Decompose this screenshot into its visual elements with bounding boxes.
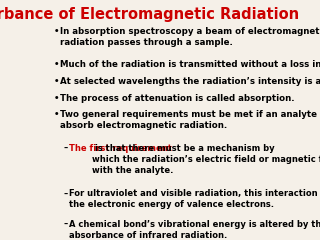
- Text: The process of attenuation is called absorption.: The process of attenuation is called abs…: [60, 94, 294, 102]
- Text: •: •: [54, 60, 59, 69]
- Text: –: –: [63, 220, 67, 229]
- Text: The first requirement: The first requirement: [69, 144, 172, 153]
- Text: At selected wavelengths the radiation’s intensity is attenuated.: At selected wavelengths the radiation’s …: [60, 77, 320, 86]
- Text: •: •: [54, 110, 59, 119]
- Text: Absorbance of Electromagnetic Radiation: Absorbance of Electromagnetic Radiation: [0, 7, 299, 23]
- Text: •: •: [54, 77, 59, 86]
- Text: •: •: [54, 27, 59, 36]
- Text: Two general requirements must be met if an analyte is to
absorb electromagnetic : Two general requirements must be met if …: [60, 110, 320, 130]
- Text: –: –: [63, 189, 67, 198]
- Text: is that there must be a mechanism by
which the radiation’s electric field or mag: is that there must be a mechanism by whi…: [92, 144, 320, 175]
- Text: A chemical bond’s vibrational energy is altered by the
absorbance of infrared ra: A chemical bond’s vibrational energy is …: [69, 220, 320, 240]
- Text: •: •: [54, 94, 59, 102]
- Text: In absorption spectroscopy a beam of electromagnetic
radiation passes through a : In absorption spectroscopy a beam of ele…: [60, 27, 320, 47]
- Text: For ultraviolet and visible radiation, this interaction involves
the electronic : For ultraviolet and visible radiation, t…: [69, 189, 320, 210]
- Text: –: –: [63, 144, 67, 153]
- Text: Much of the radiation is transmitted without a loss in intensity.: Much of the radiation is transmitted wit…: [60, 60, 320, 69]
